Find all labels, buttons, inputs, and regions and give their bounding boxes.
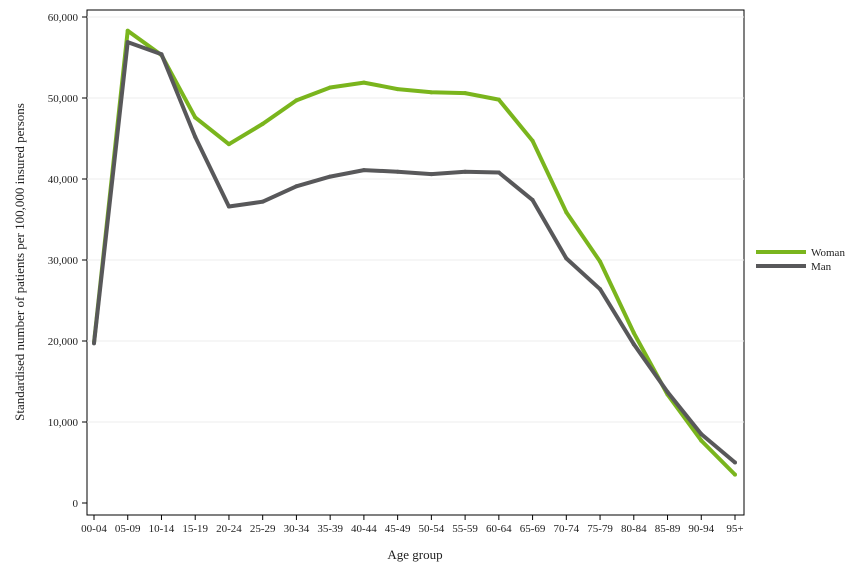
data-point-woman — [294, 98, 299, 103]
gridlines — [87, 16, 744, 423]
x-tick-label: 10-14 — [149, 523, 175, 535]
data-point-woman — [631, 330, 636, 335]
y-tick-label: 60,000 — [48, 12, 79, 24]
data-point-woman — [395, 87, 400, 92]
x-tick-label: 15-19 — [182, 523, 208, 535]
data-point-woman — [598, 259, 603, 264]
legend-label-man: Man — [811, 261, 832, 273]
data-point-man — [699, 432, 704, 437]
legend: Woman Man — [756, 247, 845, 273]
data-point-man — [665, 390, 670, 395]
y-tick-label: 20,000 — [48, 336, 79, 348]
data-point-man — [564, 256, 569, 261]
x-axis-label: Age group — [387, 547, 442, 562]
data-point-woman — [564, 210, 569, 215]
data-point-woman — [125, 28, 130, 33]
x-tick-label: 60-64 — [486, 523, 512, 535]
plot-frame — [86, 9, 745, 516]
y-tick-label: 0 — [73, 498, 79, 510]
x-tick-label: 35-39 — [317, 523, 343, 535]
x-tick-label: 90-94 — [688, 523, 714, 535]
data-point-man — [193, 134, 198, 139]
x-tick-label: 95+ — [726, 523, 743, 535]
data-point-woman — [463, 91, 468, 96]
x-tick-label: 45-49 — [385, 523, 411, 535]
x-tick-label: 80-84 — [621, 523, 647, 535]
x-tick-label: 70-74 — [553, 523, 579, 535]
x-tick-label: 05-09 — [115, 523, 141, 535]
data-point-woman — [361, 80, 366, 85]
data-point-man — [733, 460, 737, 465]
y-tick-label: 10,000 — [48, 417, 79, 429]
data-point-woman — [699, 438, 704, 443]
data-point-man — [260, 199, 265, 204]
data-point-man — [125, 40, 130, 45]
data-point-woman — [530, 138, 535, 143]
data-point-woman — [226, 142, 231, 147]
data-point-man — [92, 341, 96, 346]
legend-label-woman: Woman — [811, 247, 845, 259]
data-point-woman — [733, 472, 737, 477]
data-point-man — [463, 169, 468, 174]
data-point-man — [496, 170, 501, 175]
data-point-man — [226, 204, 231, 209]
x-tick-label: 20-24 — [216, 523, 242, 535]
data-point-woman — [328, 85, 333, 90]
series-line-man — [92, 40, 737, 465]
x-tick-label: 30-34 — [284, 523, 310, 535]
data-point-man — [429, 172, 434, 177]
x-tick-label: 65-69 — [520, 523, 546, 535]
data-point-woman — [193, 115, 198, 120]
y-tick-label: 50,000 — [48, 93, 79, 105]
x-axis: 00-04 05-09 10-14 15-19 20-24 25-29 30-34 35-39… — [81, 515, 744, 535]
y-tick-label: 40,000 — [48, 174, 79, 186]
series-line-woman — [92, 28, 737, 477]
x-tick-label: 75-79 — [587, 523, 613, 535]
x-tick-label: 00-04 — [81, 523, 107, 535]
data-point-woman — [260, 121, 265, 126]
data-point-man — [631, 342, 636, 347]
data-point-man — [598, 287, 603, 292]
data-point-woman — [496, 97, 501, 102]
y-axis-label: Standardised number of patients per 100,… — [12, 103, 27, 421]
series-lines — [92, 28, 737, 477]
data-point-man — [328, 174, 333, 179]
data-point-woman — [429, 90, 434, 95]
x-tick-label: 85-89 — [655, 523, 681, 535]
data-point-man — [361, 168, 366, 173]
data-point-man — [159, 52, 164, 57]
y-axis: 0 10,000 20,000 30,000 40,000 50,000 60,000 — [48, 12, 87, 510]
data-point-man — [530, 198, 535, 203]
y-tick-label: 30,000 — [48, 255, 79, 267]
x-tick-label: 50-54 — [419, 523, 445, 535]
x-tick-label: 25-29 — [250, 523, 276, 535]
x-tick-label: 55-59 — [452, 523, 478, 535]
x-tick-label: 40-44 — [351, 523, 377, 535]
data-point-man — [395, 169, 400, 174]
data-point-man — [294, 184, 299, 189]
